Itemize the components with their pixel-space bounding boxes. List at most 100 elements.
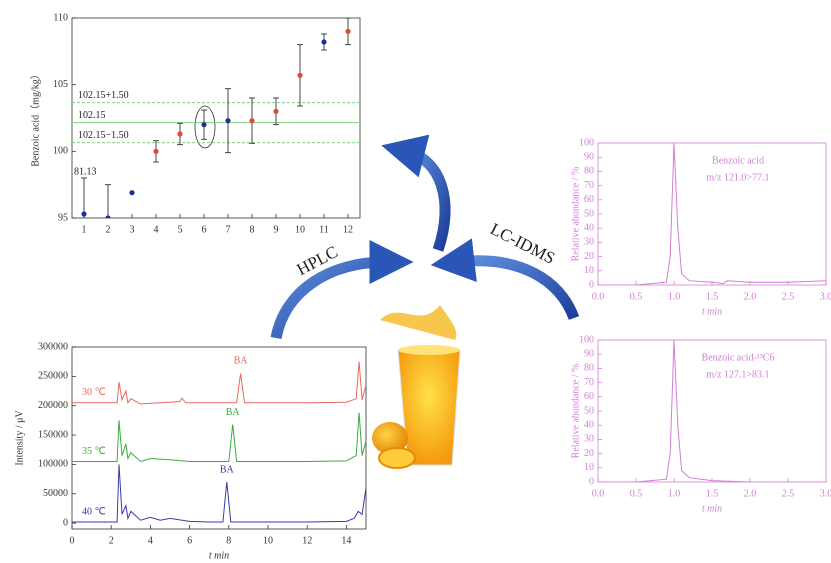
points	[81, 18, 351, 218]
trace	[598, 340, 826, 482]
point	[105, 215, 111, 218]
x-tick-label: 4	[148, 535, 153, 546]
x-tick-label: 10	[263, 535, 273, 546]
point	[201, 122, 207, 128]
x-tick-label: 4	[154, 224, 159, 235]
x-tick-label: 0.5	[630, 488, 643, 499]
y-tick-label: 10	[584, 462, 594, 473]
y-tick-label: 20	[584, 251, 594, 262]
x-tick-label: 1.5	[706, 291, 719, 302]
y-tick-label: 0	[589, 476, 594, 487]
series-label: 40 ℃	[82, 506, 106, 517]
series-label: 30 ℃	[82, 387, 106, 398]
x-tick-label: 6	[187, 535, 192, 546]
x-tick-label: 3.0	[820, 291, 831, 302]
arrow	[270, 240, 414, 340]
x-tick-label: 2.0	[744, 488, 757, 499]
x-tick-label: 12	[302, 535, 312, 546]
y-tick-label: 150000	[38, 429, 68, 440]
point	[297, 72, 303, 78]
y-tick-label: 30	[584, 434, 594, 445]
x-tick-label: 2.5	[782, 291, 795, 302]
x-tick-label: 8	[250, 224, 255, 235]
y-tick-label: 250000	[38, 371, 68, 382]
y-tick-label: 110	[53, 12, 68, 23]
y-tick-label: 80	[584, 363, 594, 374]
peak-label: BA	[226, 407, 241, 418]
x-tick-label: 1.0	[668, 488, 681, 499]
x-tick-label: 2.0	[744, 291, 757, 302]
juice-glass	[372, 305, 461, 469]
x-tick-label: 5	[178, 224, 183, 235]
y-tick-label: 95	[58, 212, 68, 223]
x-tick-label: 0.5	[630, 291, 643, 302]
arrow	[381, 134, 451, 252]
y-tick-label: 300000	[38, 341, 68, 352]
y-tick-label: 50	[584, 208, 594, 219]
plot-frame	[71, 346, 367, 530]
y-tick-label: 60	[584, 391, 594, 402]
peak-label: BA	[234, 356, 249, 367]
series-label: 35 ℃	[82, 446, 106, 457]
x-tick-label: 0.0	[592, 488, 605, 499]
peak-label: BA	[220, 464, 235, 475]
y-tick-label: 100000	[38, 459, 68, 470]
reference-label: 102.15−1.50	[78, 130, 129, 141]
annotation: Benzoic acid	[712, 155, 764, 166]
y-tick-label: 105	[53, 79, 68, 90]
y-tick-label: 100	[53, 146, 68, 157]
x-tick-label: 1.5	[706, 488, 719, 499]
arrow	[430, 238, 580, 321]
x-axis-label: t min	[209, 550, 229, 561]
x-axis-label: t min	[702, 503, 722, 514]
y-axis-label: Intensity / μV	[14, 410, 25, 466]
y-tick-label: 100	[579, 334, 594, 345]
outlier-label: 81.13	[74, 166, 97, 177]
x-tick-label: 0.0	[592, 291, 605, 302]
x-axis-label: t min	[702, 306, 722, 317]
x-tick-label: 3	[130, 224, 135, 235]
x-tick-label: 10	[295, 224, 305, 235]
point	[129, 190, 135, 196]
x-tick-label: 11	[319, 224, 329, 235]
y-tick-label: 30	[584, 237, 594, 248]
highlight-ellipse	[194, 105, 216, 149]
point	[225, 118, 231, 124]
x-tick-label: 3.0	[820, 488, 831, 499]
x-tick-label: 1.0	[668, 291, 681, 302]
annotation: m/z 121.0>77.1	[706, 172, 769, 183]
y-tick-label: 20	[584, 448, 594, 459]
x-tick-label: 12	[343, 224, 353, 235]
point	[273, 108, 279, 114]
y-tick-label: 40	[584, 419, 594, 430]
y-axis-label: Benzoic acid（mg/kg）	[29, 69, 41, 166]
plot-frame	[71, 17, 361, 219]
x-tick-label: 6	[202, 224, 207, 235]
x-tick-label: 9	[274, 224, 279, 235]
y-tick-label: 100	[579, 137, 594, 148]
x-tick-label: 2	[106, 224, 111, 235]
y-tick-label: 200000	[38, 400, 68, 411]
reference-label: 102.15	[78, 110, 106, 121]
y-tick-label: 50	[584, 405, 594, 416]
y-tick-label: 60	[584, 194, 594, 205]
y-tick-label: 40	[584, 222, 594, 233]
x-tick-label: 14	[341, 535, 351, 546]
y-tick-label: 70	[584, 180, 594, 191]
trace	[72, 361, 366, 405]
annotation: Benzoic acid-¹³C6	[702, 352, 775, 363]
arrows	[270, 134, 580, 340]
point	[153, 148, 159, 154]
x-tick-label: 8	[226, 535, 231, 546]
y-tick-label: 10	[584, 265, 594, 276]
trace	[598, 143, 826, 285]
reference-label: 102.15+1.50	[78, 90, 129, 101]
y-tick-label: 90	[584, 151, 594, 162]
point	[321, 39, 327, 45]
y-axis-label: Relative abundance / %	[570, 167, 581, 262]
x-tick-label: 2	[109, 535, 114, 546]
point	[81, 211, 87, 217]
point	[345, 28, 351, 34]
x-tick-label: 1	[82, 224, 87, 235]
